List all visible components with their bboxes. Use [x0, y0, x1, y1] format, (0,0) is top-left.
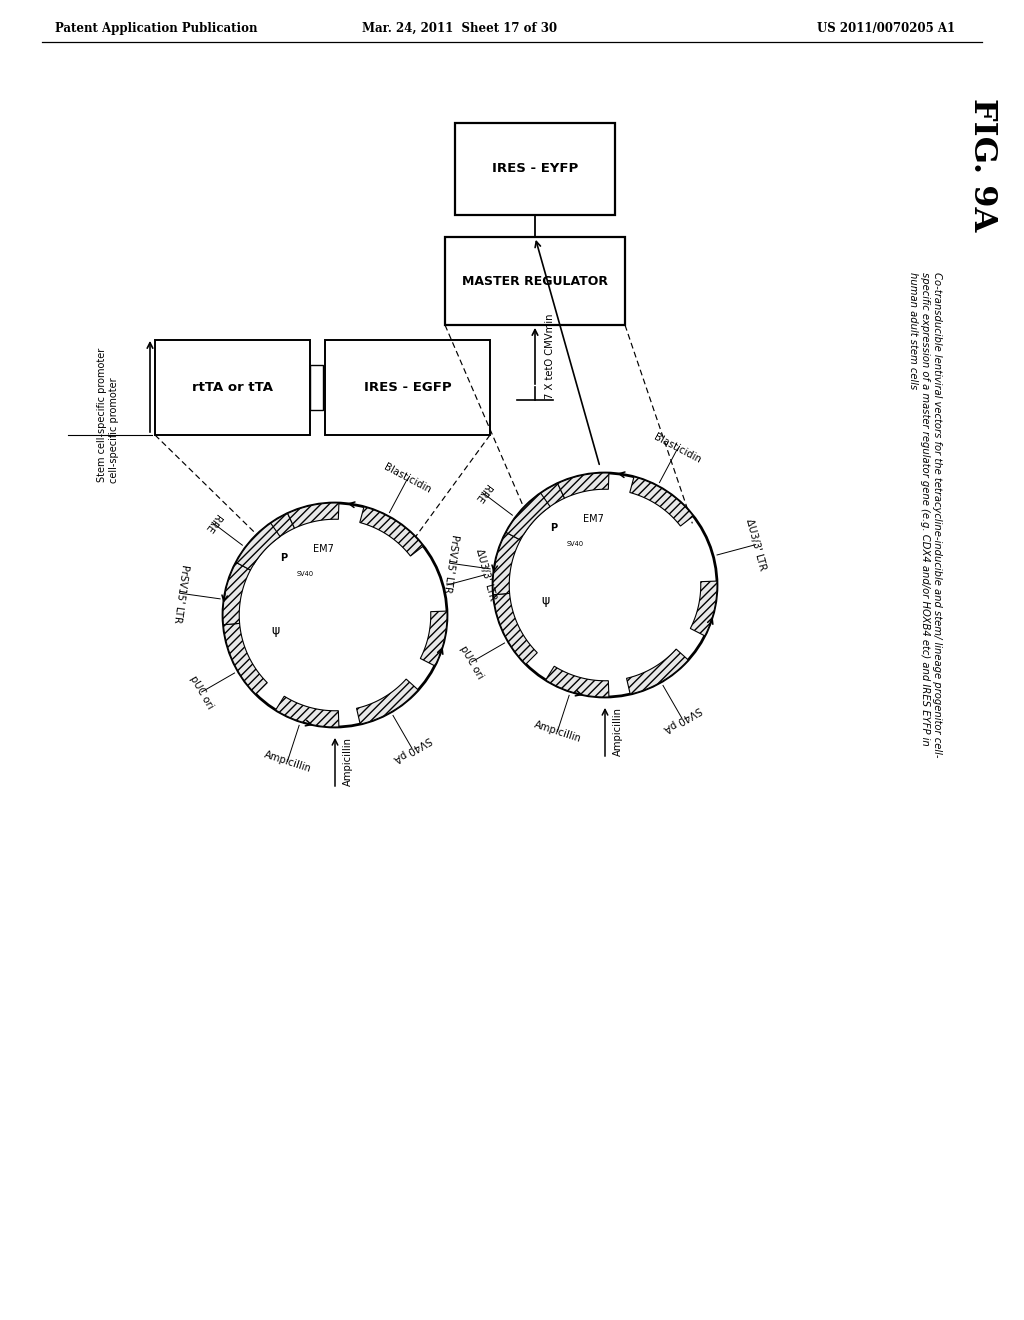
Text: RRE: RRE: [472, 482, 492, 503]
Polygon shape: [420, 611, 447, 665]
Polygon shape: [237, 523, 281, 570]
Text: EM7: EM7: [313, 544, 334, 554]
Text: Ampicillin: Ampicillin: [262, 750, 312, 774]
Text: US 2011/0070205 A1: US 2011/0070205 A1: [817, 22, 955, 36]
Text: FIG. 9A: FIG. 9A: [967, 99, 997, 231]
Polygon shape: [494, 594, 538, 664]
Text: Blasticidin: Blasticidin: [652, 433, 702, 466]
Text: IRES - EGFP: IRES - EGFP: [364, 381, 452, 393]
Text: Blasticidin: Blasticidin: [382, 462, 432, 495]
Text: EM7: EM7: [583, 513, 604, 524]
Polygon shape: [558, 473, 609, 498]
FancyBboxPatch shape: [325, 341, 490, 436]
Text: ΔU3/3' LTR: ΔU3/3' LTR: [744, 517, 767, 572]
Text: Ampicillin: Ampicillin: [343, 738, 353, 787]
Text: Co-transducible lentiviral vectors for the tetracycline-inducible and stem/ line: Co-transducible lentiviral vectors for t…: [908, 272, 942, 758]
Text: MASTER REGULATOR: MASTER REGULATOR: [462, 275, 608, 288]
Text: rtTA or tTA: rtTA or tTA: [193, 381, 273, 393]
Polygon shape: [356, 678, 418, 725]
Polygon shape: [630, 477, 693, 527]
Text: PrSV15' LTR: PrSV15' LTR: [441, 533, 460, 593]
Text: SV40: SV40: [566, 541, 584, 546]
Text: 7 X tetO CMVmin: 7 X tetO CMVmin: [545, 313, 555, 399]
Text: P: P: [281, 553, 288, 562]
Polygon shape: [223, 562, 251, 624]
FancyBboxPatch shape: [155, 341, 310, 436]
Text: pUC ori: pUC ori: [188, 673, 215, 710]
Polygon shape: [690, 581, 717, 636]
Text: Ampicillin: Ampicillin: [613, 708, 623, 756]
Polygon shape: [359, 507, 423, 556]
Polygon shape: [627, 649, 688, 694]
Text: SV40: SV40: [297, 570, 313, 577]
Text: IRES - EYFP: IRES - EYFP: [492, 162, 579, 176]
Polygon shape: [288, 503, 339, 528]
Polygon shape: [223, 623, 267, 694]
Polygon shape: [506, 494, 550, 540]
Text: PrSV15' LTR: PrSV15' LTR: [171, 564, 189, 623]
Text: SV40 pA: SV40 pA: [662, 704, 702, 733]
Text: Mar. 24, 2011  Sheet 17 of 30: Mar. 24, 2011 Sheet 17 of 30: [362, 22, 557, 36]
Text: Patent Application Publication: Patent Application Publication: [55, 22, 257, 36]
Polygon shape: [275, 696, 339, 727]
Text: ΔU3/3' LTR: ΔU3/3' LTR: [474, 548, 498, 602]
Text: Stem cell-specific promoter: Stem cell-specific promoter: [97, 348, 106, 482]
Text: ψ: ψ: [542, 594, 550, 607]
Text: pUC ori: pUC ori: [458, 644, 485, 680]
Polygon shape: [493, 532, 520, 595]
Polygon shape: [240, 513, 295, 564]
Text: RRE: RRE: [202, 511, 222, 533]
Text: Ampicillin: Ampicillin: [532, 719, 583, 743]
Text: P: P: [551, 523, 557, 533]
Text: cell-specific promoter: cell-specific promoter: [109, 378, 119, 483]
Polygon shape: [510, 483, 564, 535]
FancyBboxPatch shape: [455, 123, 615, 215]
Polygon shape: [546, 667, 609, 697]
Text: SV40 pA: SV40 pA: [391, 734, 432, 763]
FancyBboxPatch shape: [310, 364, 323, 411]
FancyBboxPatch shape: [445, 238, 625, 325]
Text: ψ: ψ: [271, 624, 280, 638]
